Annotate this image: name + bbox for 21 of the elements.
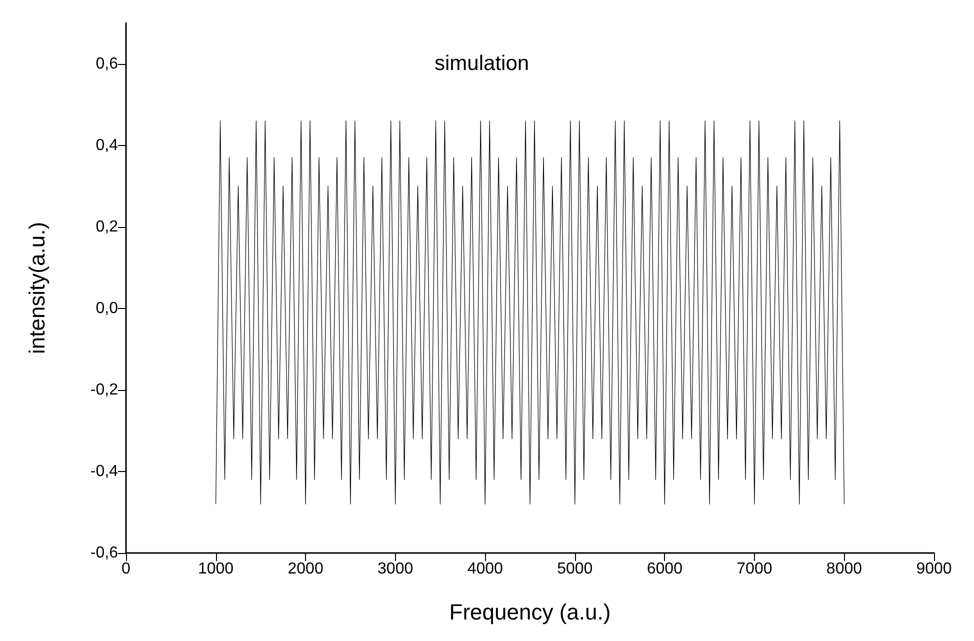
y-tick-label: 0,4 [96,136,118,154]
text: simulation [434,52,530,75]
y-tick-label: 0,2 [96,218,118,236]
x-tick-label: 1000 [198,560,234,578]
x-tick-label: 4000 [467,560,504,578]
x-tick-label: 5000 [557,560,593,578]
x-tick-label: 3000 [378,560,414,578]
x-tick-label: 6000 [646,560,683,578]
y-axis-title: intensity(a.u.) [24,222,50,354]
x-tick-label: 8000 [826,560,862,578]
y-tick-label: -0,4 [90,462,118,480]
line-series [215,120,845,504]
x-tick-label: 7000 [736,560,772,578]
y-tick-label: -0,2 [90,381,118,398]
x-axis-title: Frequency (a.u.) [449,600,611,624]
y-tick-label: -0,6 [90,544,118,562]
y-tick-label: 0,0 [96,300,118,317]
x-tick-label: 0 [122,560,131,578]
y-tick-label: 0,6 [96,55,118,72]
x-tick-label: 2000 [288,560,324,578]
x-tick-label: 9000 [916,560,952,578]
